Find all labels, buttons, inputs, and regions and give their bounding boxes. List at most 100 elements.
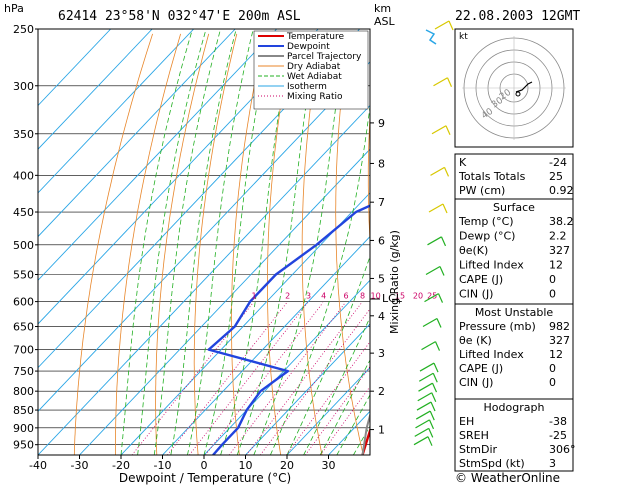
mixing-ratio-label: 20 [413, 292, 423, 301]
wind-barb-flag [443, 167, 450, 177]
wind-barb-staff [425, 265, 441, 276]
wet-adiabat [220, 31, 294, 455]
x-axis-label: Dewpoint / Temperature (°C) [119, 471, 291, 485]
mixing-ratio-label: 2 [285, 292, 290, 301]
index-label: StmDir [459, 443, 498, 456]
index-value: 38.2 [549, 215, 574, 228]
index-label: CIN (J) [459, 376, 493, 389]
dry-adiabat [115, 33, 181, 455]
wind-barb-staff [419, 362, 435, 372]
asl-label: ASL [374, 15, 396, 28]
km-tick-label: 1 [378, 424, 385, 437]
wind-barb-staff [430, 166, 445, 176]
pressure-tick-label: 400 [13, 169, 34, 182]
km-axis-unit: km [374, 2, 391, 15]
wind-barb-flag [442, 203, 448, 214]
dry-adiabat [73, 33, 153, 455]
wind-barbs [413, 20, 454, 446]
index-label: Temp (°C) [458, 215, 514, 228]
mixing-ratio-axis-label: Mixing Ratio (g/kg) [388, 230, 401, 334]
pressure-tick-label: 800 [13, 385, 34, 398]
index-label: θe (K) [459, 334, 492, 347]
temperature-tick-label: -40 [29, 459, 47, 472]
km-tick-label: 8 [378, 157, 385, 170]
pressure-tick-label: 750 [13, 365, 34, 378]
wind-barb-flag [429, 410, 435, 421]
wind-barb-staff [414, 427, 430, 437]
wet-adiabat [120, 31, 193, 455]
km-tick-label: 2 [378, 385, 385, 398]
pressure-tick-label: 250 [13, 23, 34, 36]
isotherm [245, 323, 370, 455]
wind-barb-staff [428, 203, 444, 213]
legend-entry: Temperature [286, 32, 344, 42]
index-label: CAPE (J) [459, 273, 503, 286]
temperature-tick-label: 20 [280, 459, 294, 472]
section-title: Surface [493, 201, 535, 214]
profile-dewpoint [207, 204, 370, 455]
datetime: 22.08.2003 12GMT [455, 9, 580, 24]
wind-barb-flag [446, 77, 453, 88]
wet-adiabat [170, 31, 236, 455]
isotherm [38, 29, 153, 150]
km-tick-label: 9 [378, 117, 385, 130]
wind-barb-staff [418, 382, 433, 392]
index-label: CAPE (J) [459, 362, 503, 375]
dry-adiabat [602, 34, 629, 455]
hpa-axis-unit: hPa [4, 2, 24, 15]
dry-adiabat [267, 33, 294, 455]
isotherm [286, 366, 370, 455]
temperature-tick-label: 0 [201, 459, 208, 472]
index-value: 0 [549, 376, 556, 389]
mixing-ratio-label: 1 [252, 292, 257, 301]
index-value: 3 [549, 457, 556, 470]
index-value: 306° [549, 443, 576, 456]
index-value: 2.2 [549, 230, 567, 243]
index-label: Dewp (°C) [459, 230, 515, 243]
mixing-ratio-label: 25 [427, 292, 437, 301]
mixing-ratio-label: 4 [321, 292, 326, 301]
sounding-profiles [207, 204, 370, 455]
wind-barb-staff [431, 125, 447, 135]
dry-adiabat [301, 33, 323, 455]
wet-adiabat [236, 31, 319, 455]
mixing-ratio-line [228, 302, 346, 455]
pressure-tick-label: 350 [13, 128, 34, 141]
isotherm [38, 29, 319, 325]
copyright: © WeatherOnline [455, 471, 560, 485]
dry-adiabat [573, 34, 629, 455]
indices-box [454, 153, 574, 200]
wind-barb-staff [415, 410, 431, 420]
wind-barb-flag [437, 293, 444, 303]
isotherm [38, 29, 112, 107]
pressure-tick-label: 300 [13, 80, 34, 93]
index-value: 12 [549, 259, 563, 272]
wind-barb-staff [433, 77, 448, 87]
mixing-ratio-label: 3 [306, 292, 311, 301]
index-label: PW (cm) [459, 184, 505, 197]
index-value: -25 [549, 429, 567, 442]
isotherm [38, 29, 195, 194]
index-value: 0 [549, 362, 556, 375]
dry-adiabat [335, 33, 364, 455]
km-tick-label: 6 [378, 234, 385, 247]
axes: 2503003504004505005506006507007508008509… [13, 23, 437, 472]
index-label: Lifted Index [459, 348, 524, 361]
mixing-ratio-line [167, 302, 288, 455]
wind-barb-flag [431, 382, 438, 393]
pressure-tick-label: 450 [13, 206, 34, 219]
wind-barb-staff [418, 372, 434, 382]
lcl-label: LCL [382, 292, 403, 305]
legend-entry: Mixing Ratio [287, 92, 343, 102]
temperature-tick-label: 30 [322, 459, 336, 472]
wind-barb-flag [433, 362, 439, 373]
surface-box [454, 198, 574, 305]
index-label: Totals Totals [458, 170, 526, 183]
mixing-ratio-line [205, 302, 324, 455]
wind-barb-flag [448, 20, 454, 31]
wind-barb-staff [434, 20, 450, 30]
isotherm [38, 29, 236, 238]
section-title: Most Unstable [475, 306, 554, 319]
